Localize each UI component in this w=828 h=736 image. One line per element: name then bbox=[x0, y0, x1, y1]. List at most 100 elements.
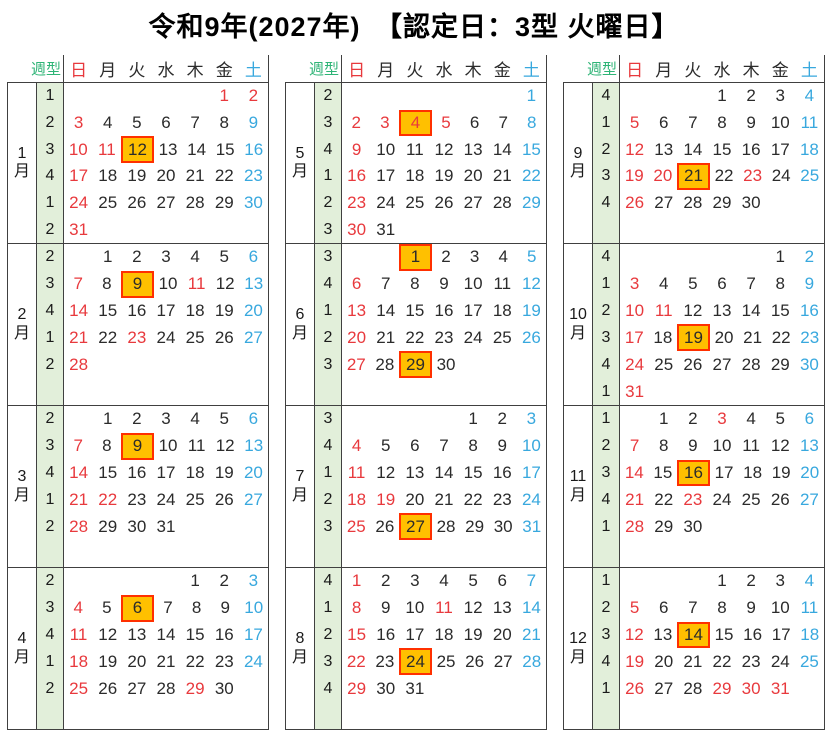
week-type-cell: 1 bbox=[601, 572, 611, 590]
day-cell: 23 bbox=[347, 193, 367, 213]
day-cell: 24 bbox=[625, 354, 645, 374]
day-cell bbox=[151, 540, 180, 567]
day-cell bbox=[707, 378, 736, 405]
day-cell: 20 bbox=[347, 327, 367, 347]
day-cell: 8 bbox=[717, 598, 727, 618]
day-cell: 28 bbox=[625, 516, 645, 536]
day-grid: 1 2 3 4 5 6 7 8 9 10 11 12 13 14 15 16 17 18 19 20 21 22 23 24 2… bbox=[342, 406, 546, 567]
day-cell bbox=[239, 216, 268, 243]
page-title: 令和9年(2027年) 【認定日：3型 火曜日】 bbox=[148, 12, 680, 42]
day-cell bbox=[122, 702, 151, 729]
week-type-column: 1 2 3 4 1 2 bbox=[37, 83, 64, 243]
day-cell: 29 bbox=[214, 193, 234, 213]
day-cell: 6 bbox=[658, 598, 669, 618]
day-cell bbox=[766, 190, 795, 217]
day-cell bbox=[707, 244, 736, 271]
day-cell bbox=[181, 83, 210, 110]
day-cell: 28 bbox=[69, 354, 89, 374]
week-type-column: 1 2 3 4 1 bbox=[593, 568, 620, 729]
day-cell bbox=[459, 216, 488, 243]
day-cell: 2 bbox=[746, 86, 756, 106]
week-type-header-label: 週型 bbox=[285, 55, 342, 82]
weekday-header-days: 日月火水木金土 bbox=[64, 55, 269, 82]
day-cell: 4 bbox=[804, 86, 815, 106]
day-cell: 18 bbox=[434, 625, 454, 645]
week-row: 14 15 16 17 18 19 20 bbox=[64, 460, 268, 487]
week-type-cell: 3 bbox=[601, 167, 611, 185]
week-type-cell: 4 bbox=[45, 302, 55, 320]
day-cell: 19 bbox=[771, 463, 791, 483]
week-row: 17 18 19 20 21 22 23 bbox=[64, 163, 268, 190]
day-cell: 29 bbox=[185, 678, 205, 698]
week-row: 8 9 10 11 12 13 14 bbox=[342, 595, 546, 622]
certification-day-cell: 29 bbox=[399, 351, 432, 379]
day-grid: 1 2 3 4 5 6 7 8 9 10 11 12 13 14 15 16 17 18 19 20 21 22 23 24 2… bbox=[620, 244, 824, 405]
week-type-cell: 1 bbox=[601, 679, 611, 697]
day-cell bbox=[707, 540, 736, 567]
certification-day-cell: 24 bbox=[399, 648, 432, 676]
day-cell: 26 bbox=[375, 516, 395, 536]
day-cell: 9 bbox=[746, 113, 756, 132]
day-cell bbox=[239, 675, 268, 702]
day-cell bbox=[517, 675, 546, 702]
day-cell: 6 bbox=[469, 113, 480, 132]
month-column-group: 週型日月火水木金土 1 月 1 2 3 4 1 2 1 2 3 4 5 6 7 8 9 10 11 12 13 14 15 16… bbox=[7, 55, 269, 730]
day-cell: 21 bbox=[683, 651, 703, 671]
day-cell bbox=[122, 540, 151, 567]
day-cell: 7 bbox=[73, 274, 84, 294]
month-label: 10 月 bbox=[564, 244, 593, 405]
day-cell: 12 bbox=[625, 139, 645, 159]
week-row: 27 28 29 30 bbox=[342, 351, 546, 379]
day-cell: 13 bbox=[492, 598, 512, 618]
day-cell: 6 bbox=[497, 571, 507, 591]
day-cell: 17 bbox=[624, 327, 644, 347]
month-suffix: 月 bbox=[13, 324, 30, 342]
day-cell: 17 bbox=[69, 166, 89, 186]
day-cell: 23 bbox=[741, 651, 761, 671]
week-type-cell bbox=[593, 702, 619, 729]
week-row: 13 14 15 16 17 18 19 bbox=[342, 298, 546, 325]
day-cell: 10 bbox=[463, 274, 483, 294]
weekday-header-tue: 火 bbox=[406, 61, 424, 80]
day-cell: 18 bbox=[347, 489, 367, 509]
day-cell bbox=[64, 406, 93, 433]
certification-day-cell: 27 bbox=[399, 513, 432, 541]
week-row bbox=[64, 540, 268, 567]
week-row: 7 8 9 10 11 12 13 bbox=[620, 433, 824, 460]
day-cell bbox=[181, 540, 210, 567]
day-cell bbox=[371, 540, 400, 567]
day-cell: 15 bbox=[98, 301, 118, 321]
day-cell bbox=[707, 702, 736, 729]
week-type-cell: 3 bbox=[601, 464, 611, 482]
day-cell: 22 bbox=[346, 651, 366, 671]
day-cell: 2 bbox=[804, 247, 815, 267]
day-cell: 19 bbox=[214, 301, 234, 321]
week-type-header-label: 週型 bbox=[563, 55, 620, 82]
day-cell bbox=[64, 378, 93, 405]
day-cell: 26 bbox=[625, 678, 645, 698]
week-row: 16 17 18 19 20 21 22 bbox=[342, 163, 546, 190]
day-cell: 23 bbox=[127, 327, 147, 347]
day-cell: 10 bbox=[158, 274, 178, 294]
weekday-header-thu: 木 bbox=[742, 61, 760, 80]
day-cell: 8 bbox=[351, 598, 362, 618]
day-grid: 1 2 3 4 5 6 7 8 9 10 11 12 13 14 15 16 17 18 19 20 21 22 23 24 2… bbox=[620, 568, 824, 729]
day-cell: 7 bbox=[629, 436, 640, 456]
day-cell: 10 bbox=[770, 113, 790, 132]
month-number: 8 bbox=[295, 630, 305, 648]
day-cell: 11 bbox=[347, 463, 366, 483]
day-cell: 22 bbox=[521, 166, 541, 186]
day-grid: 1 2 3 4 5 6 7 8 9 10 11 12 13 14 15 16 17 18 19 20 21 22 23 24 2… bbox=[620, 83, 824, 243]
day-cell: 8 bbox=[410, 274, 420, 294]
day-cell: 24 bbox=[771, 166, 791, 186]
month-block-10: 10 月 4 1 2 3 4 1 1 2 3 4 5 6 7 8 9 10 11 12 13 14 15 16 17 18 19 20… bbox=[563, 244, 825, 406]
day-cell bbox=[460, 351, 489, 378]
certification-day-cell: 4 bbox=[399, 109, 432, 137]
day-cell: 8 bbox=[775, 274, 785, 294]
